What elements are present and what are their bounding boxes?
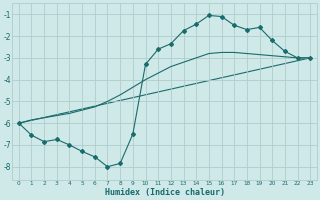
X-axis label: Humidex (Indice chaleur): Humidex (Indice chaleur) (105, 188, 225, 197)
